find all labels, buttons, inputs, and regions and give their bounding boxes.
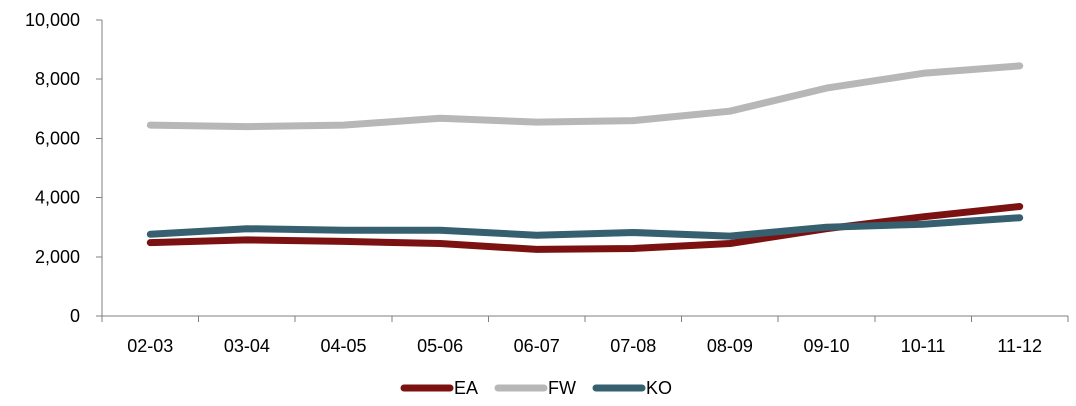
legend-label: KO: [646, 378, 672, 398]
x-tick-label: 09-10: [803, 336, 849, 356]
legend-item-fw: FW: [494, 378, 576, 398]
y-tick-label: 6,000: [35, 128, 80, 148]
x-tick-label: 11-12: [997, 336, 1042, 356]
legend-label: EA: [454, 378, 478, 398]
x-tick-label: 05-06: [417, 336, 463, 356]
x-tick-label: 04-05: [320, 336, 366, 356]
axes: [96, 19, 1069, 322]
legend-item-ko: KO: [592, 378, 672, 398]
x-tick-label: 08-09: [707, 336, 753, 356]
y-tick-label: 2,000: [35, 247, 80, 267]
y-tick-label: 8,000: [35, 69, 80, 89]
series-line-ko: [146, 214, 1024, 240]
x-tick-label: 10-11: [901, 336, 946, 356]
x-tick-label: 06-07: [514, 336, 560, 356]
x-tick-label: 07-08: [610, 336, 656, 356]
y-tick-label: 10,000: [25, 10, 80, 30]
y-tick-labels: 0 2,000 4,000 6,000 8,000 10,000: [25, 10, 80, 326]
legend-item-ea: EA: [400, 378, 478, 398]
y-tick-label: 4,000: [35, 188, 80, 208]
series-lines: [146, 62, 1024, 253]
legend: EA FW KO: [400, 378, 672, 398]
x-tick-label: 02-03: [127, 336, 173, 356]
legend-label: FW: [548, 378, 576, 398]
series-line-fw: [146, 62, 1024, 131]
x-tick-label: 03-04: [224, 336, 270, 356]
y-tick-label: 0: [70, 306, 80, 326]
x-tick-labels: 02-03 03-04 04-05 05-06 06-07 07-08 08-09 09-10…: [127, 336, 1042, 356]
